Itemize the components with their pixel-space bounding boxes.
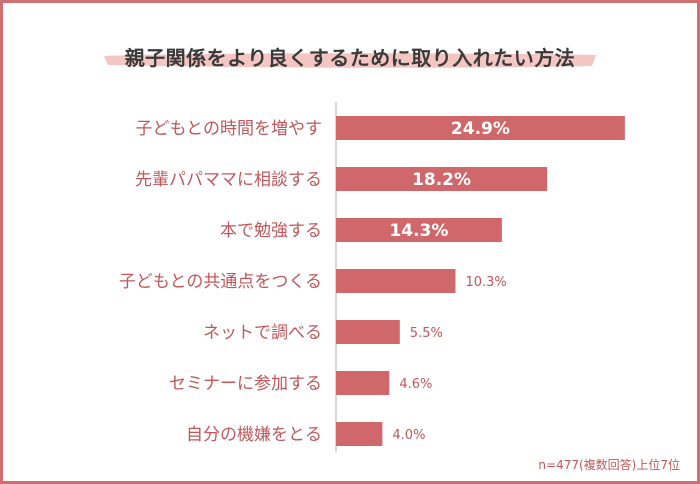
title-highlight-brush <box>104 53 596 68</box>
category-label: ネットで調べる <box>203 323 322 343</box>
bar <box>336 422 383 446</box>
category-label: 先輩パパママに相談する <box>135 170 322 190</box>
bar <box>336 371 390 395</box>
category-label: 本で勉強する <box>220 221 322 241</box>
sample-note: n=477(複数回答)上位7位 <box>538 458 680 472</box>
value-label: 4.6% <box>399 377 432 392</box>
chart-title-block: 親子関係をより良くするために取り入れたい方法 <box>100 38 600 78</box>
bar <box>336 116 625 140</box>
chart-title: 親子関係をより良くするために取り入れたい方法 <box>124 46 576 70</box>
category-label: 子どもとの時間を増やす <box>136 119 323 139</box>
value-label: 24.9% <box>451 119 510 139</box>
value-label: 4.0% <box>392 428 425 443</box>
category-label: セミナーに参加する <box>169 374 322 394</box>
bar <box>336 167 548 191</box>
value-label: 10.3% <box>465 275 506 290</box>
bar <box>336 218 502 242</box>
bar <box>336 320 400 344</box>
category-label: 自分の機嫌をとる <box>186 425 322 445</box>
bar <box>336 269 456 293</box>
value-label: 18.2% <box>412 170 471 190</box>
value-label: 14.3% <box>389 221 448 241</box>
category-label: 子どもとの共通点をつくる <box>119 272 322 292</box>
value-label: 5.5% <box>410 326 443 341</box>
